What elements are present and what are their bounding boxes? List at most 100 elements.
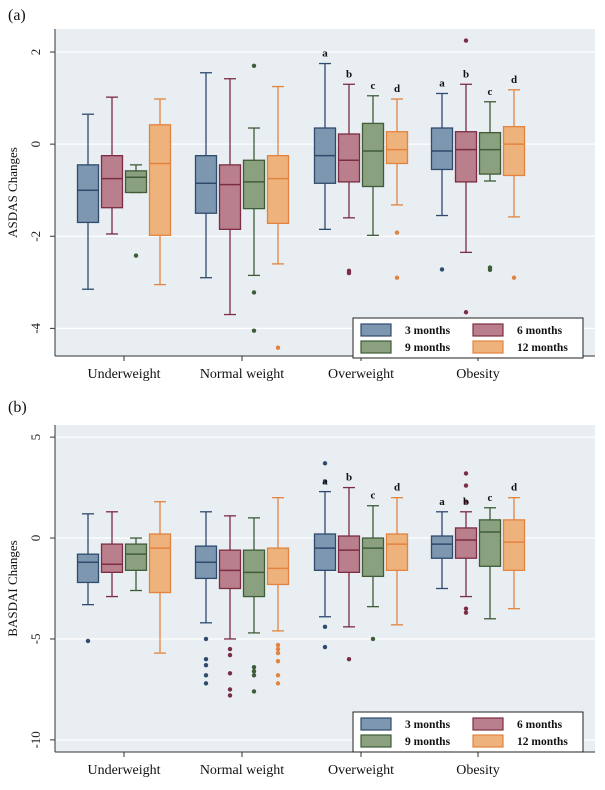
outlier-point [203, 663, 209, 668]
significance-letter: c [488, 492, 493, 504]
legend-swatch [472, 340, 504, 354]
legend-label: 6 months [517, 325, 563, 337]
y-tick-label: -5 [28, 634, 43, 645]
x-tick-label: Overweight [328, 763, 394, 778]
panel-b: (b) 5 0 -5 -10 BASDAI Changes Underweight Norma… [5, 399, 595, 778]
box-6-months-normal-weight [218, 78, 242, 316]
box-iqr [266, 547, 290, 586]
outlier-point [251, 673, 257, 678]
panel-label: (b) [8, 399, 27, 416]
y-tick-label: 2 [28, 49, 43, 56]
outlier-point [463, 483, 469, 488]
box-iqr [266, 155, 290, 225]
outlier-point [275, 650, 281, 656]
outlier-point [487, 267, 493, 273]
outlier-point [439, 267, 445, 272]
y-tick-label: 0 [28, 141, 43, 148]
legend-label: 9 months [405, 736, 451, 748]
box-iqr [148, 533, 172, 594]
outlier-point [227, 646, 233, 652]
box-iqr [313, 533, 337, 571]
box-iqr [242, 549, 266, 598]
y-tick-label: 5 [28, 434, 43, 441]
significance-letter: a [439, 77, 445, 89]
x-tick-label: Normal weight [200, 367, 284, 382]
box-3-months-normal-weight [194, 511, 218, 686]
outlier-point [275, 658, 281, 664]
outlier-point [346, 656, 352, 662]
legend-label: 12 months [517, 342, 568, 354]
box-6-months-underweight [100, 511, 124, 598]
box-iqr [478, 131, 502, 175]
box-iqr [242, 159, 266, 210]
legend-label: 3 months [405, 719, 451, 731]
box-3-months-obesity [430, 511, 454, 590]
x-tick-label: Underweight [87, 367, 160, 382]
outlier-point [203, 673, 209, 678]
box-9-months-overweight [361, 95, 385, 236]
outlier-point [275, 681, 281, 686]
outlier-point [85, 638, 91, 644]
box-6-months-overweight [337, 83, 361, 276]
box-12-months-underweight [148, 98, 172, 286]
box-12-months-normal-weight [266, 85, 290, 350]
box-3-months-obesity [430, 92, 454, 272]
box-iqr [194, 155, 218, 214]
outlier-point [227, 693, 233, 698]
box-iqr [124, 543, 148, 571]
significance-letter: a [322, 48, 328, 60]
box-3-months-underweight [76, 513, 100, 644]
legend-swatch [360, 717, 392, 731]
outlier-point [275, 646, 281, 652]
legend-label: 6 months [517, 719, 563, 731]
outlier-point [346, 270, 352, 276]
significance-letter: d [394, 83, 400, 95]
significance-letter: a [322, 476, 328, 488]
outlier-point [203, 681, 209, 686]
box-3-months-overweight [313, 461, 337, 650]
box-6-months-obesity [454, 471, 478, 615]
box-iqr [502, 125, 526, 177]
significance-letter: c [371, 490, 376, 502]
x-tick-label: Overweight [328, 367, 394, 382]
box-12-months-overweight [385, 497, 409, 626]
box-iqr [430, 127, 454, 171]
box-iqr [148, 124, 172, 236]
significance-letter: c [371, 80, 376, 92]
box-iqr [337, 133, 361, 183]
y-axis-title: BASDAI Changes [5, 540, 20, 636]
outlier-point [227, 652, 233, 658]
x-tick-label: Obesity [456, 367, 500, 382]
box-6-months-overweight [337, 486, 361, 662]
x-tick-label: Underweight [87, 763, 160, 778]
outlier-point [203, 636, 209, 642]
significance-letter: d [511, 74, 517, 86]
outlier-point [322, 479, 328, 484]
outlier-point [322, 644, 328, 650]
box-iqr [124, 170, 148, 194]
box-9-months-overweight [361, 505, 385, 642]
box-9-months-normal-weight [242, 517, 266, 694]
outlier-point [251, 689, 257, 694]
outlier-point [322, 624, 328, 630]
outlier-point [251, 669, 257, 674]
outlier-point [511, 275, 517, 280]
box-iqr [337, 535, 361, 574]
box-12-months-normal-weight [266, 497, 290, 686]
outlier-point [463, 38, 469, 43]
box-12-months-obesity [502, 497, 526, 610]
outlier-point [251, 665, 257, 670]
box-iqr [385, 131, 409, 165]
box-6-months-obesity [454, 38, 478, 315]
box-9-months-normal-weight [242, 63, 266, 333]
x-tick-label: Obesity [456, 763, 500, 778]
box-6-months-normal-weight [218, 515, 242, 698]
legend-swatch [360, 323, 392, 337]
legend-swatch [360, 340, 392, 354]
significance-letter: b [346, 472, 352, 484]
significance-letter: d [394, 482, 400, 494]
outlier-point [463, 310, 469, 315]
significance-letter: d [511, 482, 517, 494]
significance-letter: b [463, 68, 469, 80]
box-iqr [454, 527, 478, 559]
